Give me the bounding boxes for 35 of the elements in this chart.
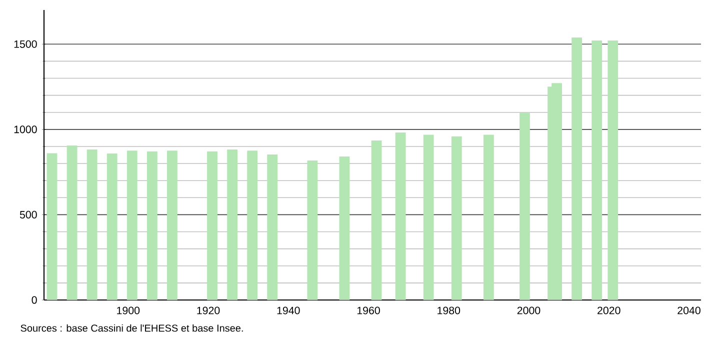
bar [267,154,278,300]
bar [86,150,98,300]
bar [520,113,530,300]
y-tick-label: 1000 [14,126,37,134]
bar [395,132,406,300]
bar [592,40,602,300]
bar [126,150,138,300]
bar [608,40,618,300]
x-tick-label: 1900 [117,306,140,314]
x-tick-label: 2020 [598,306,620,314]
x-tick-label: 1980 [438,306,460,314]
bar [207,151,218,300]
bar [572,37,582,300]
bar [483,134,494,300]
x-tick-label: 1940 [277,306,300,314]
x-tick-label: 2000 [517,306,540,314]
source-note: Sources : base Cassini de l'EHESS et base Insee. [20,324,243,332]
bar [166,150,178,300]
bar [371,140,382,300]
y-tick-label: 1500 [14,40,37,48]
x-tick-label: 2040 [678,306,700,314]
bar [66,145,78,300]
bar [146,151,158,300]
bar [247,150,258,300]
y-tick-label: 500 [20,210,37,218]
bar [46,153,58,300]
y-tick-label: 0 [32,296,37,304]
bar [307,160,318,300]
bar [423,134,434,300]
x-tick-label: 1960 [357,306,380,314]
bar [339,156,350,300]
bar [106,153,118,300]
x-tick-label: 1920 [197,306,220,314]
bar [227,150,238,300]
bar [451,136,462,300]
